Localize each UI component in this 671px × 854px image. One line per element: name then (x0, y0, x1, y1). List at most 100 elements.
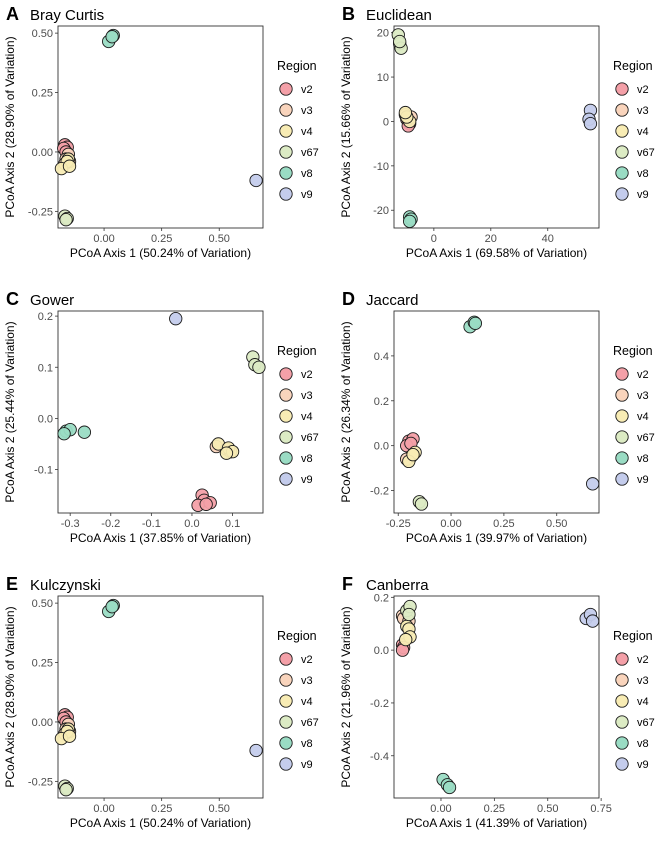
legend-key-v2 (615, 367, 629, 381)
y-tick-label: 0.50 (32, 28, 53, 40)
legend-key-v2 (279, 82, 293, 96)
chart-title: Gower (30, 292, 74, 309)
x-tick-label: 0.1 (225, 518, 240, 530)
data-point-v4 (406, 447, 420, 462)
series-v4 (398, 105, 417, 129)
legend-key-v9 (279, 472, 293, 486)
legend-label: v9 (301, 474, 313, 486)
legend-title: Region (613, 344, 653, 358)
data-point-v8 (442, 780, 457, 795)
series-v4 (54, 722, 77, 746)
legend-key-v67 (279, 715, 293, 729)
y-tick-label: -0.25 (28, 206, 53, 218)
x-axis-label: PCoA Axis 1 (41.39% of Variation) (406, 816, 587, 830)
series-v4 (211, 437, 240, 460)
y-tick-label: -0.2 (370, 698, 389, 710)
panel-gower: C Gower -0.3 -0.2 -0.1 0.0 0.1 -0.1 0.0 0.1 0.2 PCo… (0, 285, 335, 569)
plot-frame (393, 25, 600, 229)
series-v67 (246, 350, 266, 374)
data-point-v8 (403, 214, 417, 228)
legend-label: v9 (637, 189, 649, 201)
chart-title: Euclidean (366, 7, 432, 24)
series-v9 (249, 743, 263, 758)
y-tick-label: 0.1 (38, 362, 53, 374)
legend-key-v67 (615, 715, 629, 729)
x-tick-label: 0.75 (590, 803, 611, 815)
data-point-v8 (105, 30, 119, 44)
legend-label: v3 (301, 390, 313, 402)
data-point-v9 (583, 117, 598, 131)
legend-title: Region (277, 59, 317, 73)
data-point-v9 (249, 173, 263, 188)
y-axis-label: PCoA Axis 2 (25.44% of Variation) (3, 321, 17, 502)
data-point-v67 (59, 213, 73, 227)
y-tick-label: -0.2 (370, 486, 389, 498)
chart-title: Kulczynski (30, 577, 101, 594)
legend-title: Region (613, 59, 653, 73)
x-tick-label: 0.25 (151, 803, 172, 815)
legend-key-v2 (279, 367, 293, 381)
data-point-v9 (586, 477, 600, 491)
legend-label: v4 (637, 696, 649, 708)
legend-key-v9 (279, 757, 293, 771)
plot-frame (393, 310, 600, 514)
y-tick-label: 20 (377, 28, 389, 40)
legend-label: v3 (301, 105, 313, 117)
x-tick-label: -0.3 (61, 518, 80, 530)
data-point-v67 (414, 497, 429, 511)
legend-label: v4 (637, 126, 649, 138)
x-tick-label: 0.00 (93, 803, 114, 815)
data-point-v67 (59, 783, 73, 797)
data-point-v8 (77, 425, 92, 439)
series-v67 (412, 495, 429, 511)
chart-svg: E Kulczynski 0.00 0.25 0.50 -0.25 0.00 0.25 0.50… (3, 574, 319, 830)
x-tick-label: 0 (431, 233, 437, 245)
legend-key-v8 (615, 451, 629, 465)
legend-label: v2 (637, 369, 649, 381)
panel-kulczynski: E Kulczynski 0.00 0.25 0.50 -0.25 0.00 0.25 0.50… (0, 570, 335, 854)
legend-key-v3 (279, 388, 293, 402)
legend-label: v4 (301, 411, 313, 423)
legend-label: v3 (637, 675, 649, 687)
series-v2 (191, 488, 217, 512)
legend-key-v8 (279, 736, 293, 750)
series-v8 (463, 315, 483, 334)
data-point-v8 (57, 427, 71, 441)
legend-key-v3 (615, 103, 629, 117)
series-v4 (54, 152, 77, 176)
series-v67 (58, 209, 74, 227)
legend-label: v4 (301, 696, 313, 708)
panel-letter: F (342, 574, 353, 594)
series-v67 (400, 599, 417, 622)
legend-label: v9 (637, 759, 649, 771)
x-tick-label: 0.50 (209, 233, 230, 245)
x-tick-label: 0.00 (93, 233, 114, 245)
legend-key-v4 (279, 409, 293, 423)
series-v8 (57, 422, 92, 441)
legend-label: v4 (301, 126, 313, 138)
legend-key-v2 (615, 82, 629, 96)
data-point-v4 (62, 159, 77, 173)
data-point-v9 (169, 312, 183, 326)
legend-key-v3 (615, 673, 629, 687)
x-tick-label: 0.00 (430, 803, 451, 815)
data-point-v4 (219, 446, 234, 460)
data-point-v9 (249, 743, 263, 758)
legend-key-v8 (279, 451, 293, 465)
legend-label: v8 (637, 738, 649, 750)
legend-key-v67 (615, 430, 629, 444)
y-tick-label: 0.0 (374, 441, 389, 453)
legend-key-v67 (615, 145, 629, 159)
series-v9 (249, 173, 263, 188)
legend-key-v8 (615, 166, 629, 180)
legend-label: v8 (637, 168, 649, 180)
y-tick-label: 0.00 (32, 147, 53, 159)
series-v9 (582, 103, 598, 131)
legend-label: v3 (637, 390, 649, 402)
y-tick-label: 0.0 (38, 413, 53, 425)
legend-key-v9 (615, 187, 629, 201)
y-axis-label: PCoA Axis 2 (28.90% of Variation) (3, 36, 17, 217)
legend-key-v4 (615, 694, 629, 708)
legend-label: v9 (301, 759, 313, 771)
